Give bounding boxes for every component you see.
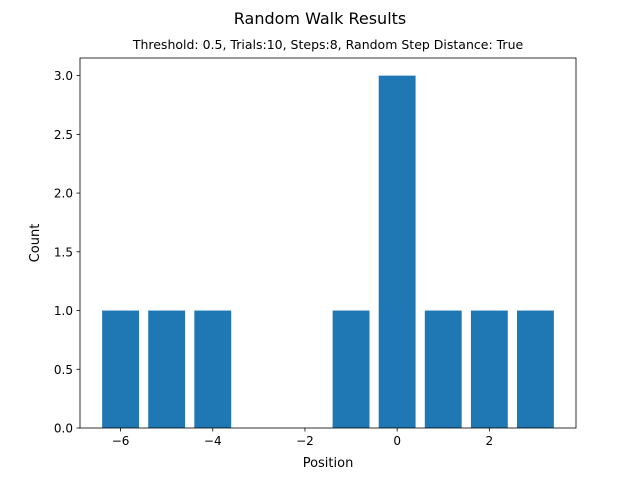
x-axis-ticks: −6 −4 −2 0 2 — [112, 428, 493, 448]
y-tick-label: 0.0 — [54, 422, 73, 436]
y-tick-label: 3.0 — [54, 69, 73, 83]
x-tick-label: 0 — [393, 434, 401, 448]
y-tick-label: 1.5 — [54, 245, 73, 259]
y-tick-label: 2.0 — [54, 187, 73, 201]
x-tick-label: −2 — [296, 434, 314, 448]
bars-group — [102, 75, 554, 428]
bar-1 — [424, 310, 462, 428]
y-tick-label: 1.0 — [54, 304, 73, 318]
bar-neg6 — [102, 310, 140, 428]
x-axis-label: Position — [303, 456, 354, 471]
plot-frame — [79, 57, 577, 429]
bar-2 — [470, 310, 508, 428]
bar-neg5 — [148, 310, 186, 428]
chart-subtitle: Threshold: 0.5, Trials:10, Steps:8, Rand… — [132, 37, 524, 52]
y-axis-ticks: 0.0 0.5 1.0 1.5 2.0 2.5 3.0 — [54, 69, 80, 436]
y-tick-label: 2.5 — [54, 128, 73, 142]
bar-0 — [378, 75, 416, 428]
x-tick-label: 2 — [486, 434, 494, 448]
chart-title: Random Walk Results — [234, 9, 407, 28]
x-tick-label: −4 — [204, 434, 222, 448]
y-tick-label: 0.5 — [54, 363, 73, 377]
bar-neg4 — [194, 310, 232, 428]
bar-3 — [516, 310, 554, 428]
bar-neg1 — [332, 310, 370, 428]
y-axis-label: Count — [28, 224, 43, 263]
x-tick-label: −6 — [112, 434, 130, 448]
